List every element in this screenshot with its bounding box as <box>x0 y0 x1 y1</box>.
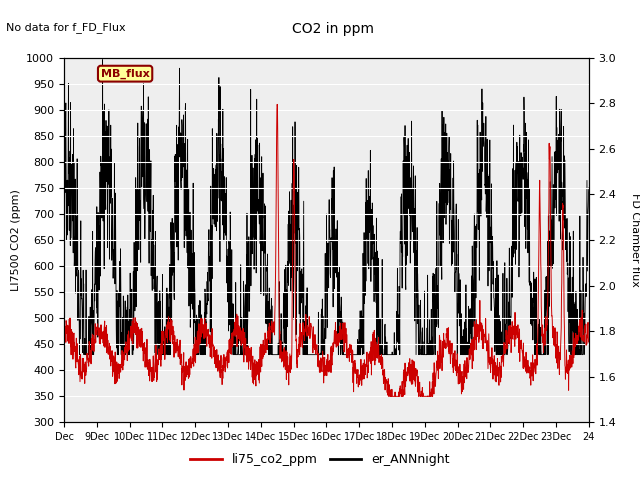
Text: No data for f_FD_Flux: No data for f_FD_Flux <box>6 22 126 33</box>
Y-axis label: LI7500 CO2 (ppm): LI7500 CO2 (ppm) <box>11 189 20 291</box>
Text: MB_flux: MB_flux <box>100 69 150 79</box>
Legend: li75_co2_ppm, er_ANNnight: li75_co2_ppm, er_ANNnight <box>186 448 454 471</box>
Y-axis label: FD Chamber flux: FD Chamber flux <box>630 193 640 287</box>
Text: CO2 in ppm: CO2 in ppm <box>292 22 374 36</box>
